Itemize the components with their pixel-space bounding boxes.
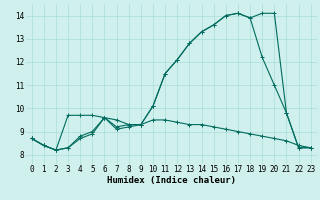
X-axis label: Humidex (Indice chaleur): Humidex (Indice chaleur)	[107, 176, 236, 185]
